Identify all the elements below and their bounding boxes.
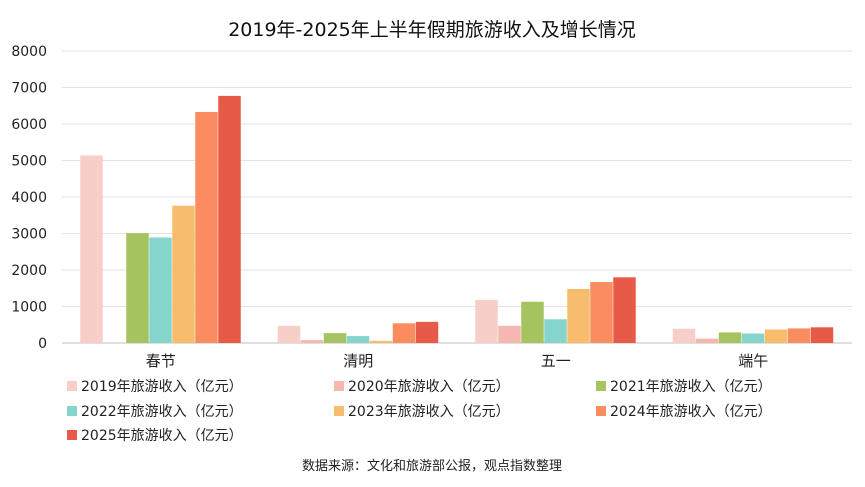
bar [346, 336, 370, 343]
legend-swatch [596, 381, 606, 391]
bar [810, 327, 834, 343]
bar [323, 333, 347, 343]
bar [172, 205, 195, 343]
source-note: 数据来源：文化和旅游部公报，观点指数整理 [302, 459, 562, 474]
legend-label: 2025年旅游收入（亿元） [81, 428, 243, 444]
chart-title: 2019年-2025年上半年假期旅游收入及增长情况 [228, 19, 636, 41]
y-tick-label: 6000 [11, 117, 47, 133]
bar [521, 301, 544, 343]
y-tick-label: 4000 [11, 190, 47, 206]
y-tick-label: 5000 [11, 154, 47, 170]
y-tick-label: 7000 [11, 81, 47, 97]
legend: 2019年旅游收入（亿元） 2020年旅游收入（亿元） 2021年旅游收入（亿元） 2… [67, 379, 772, 444]
y-tick-label: 1000 [11, 300, 47, 316]
bar [126, 233, 149, 343]
x-category-label: 端午 [738, 352, 768, 370]
y-tick-label: 0 [38, 336, 47, 352]
bar [787, 328, 811, 343]
bar [613, 277, 636, 343]
bar [218, 95, 241, 344]
legend-label: 2022年旅游收入（亿元） [81, 404, 243, 420]
bar [672, 328, 696, 343]
y-axis-ticks: 0 1000 2000 3000 4000 5000 6000 7000 8000 [11, 44, 47, 352]
bar [475, 299, 498, 343]
x-category-label: 春节 [146, 352, 176, 370]
legend-label: 2021年旅游收入（亿元） [610, 379, 772, 395]
legend-label: 2024年旅游收入（亿元） [610, 404, 772, 420]
bar [544, 319, 567, 343]
bar [300, 340, 324, 343]
bars [80, 95, 834, 344]
legend-swatch [67, 430, 77, 440]
bar [277, 325, 301, 343]
bar [415, 321, 439, 343]
y-tick-label: 3000 [11, 227, 47, 243]
legend-label: 2019年旅游收入（亿元） [81, 379, 243, 395]
legend-label: 2023年旅游收入（亿元） [348, 404, 510, 420]
x-axis: 春节 清明 五一 端午 [146, 352, 769, 370]
bar [741, 333, 765, 343]
x-category-label: 清明 [343, 352, 373, 370]
bar [369, 340, 393, 343]
bar [195, 111, 218, 343]
legend-swatch [334, 406, 344, 416]
bar [718, 332, 742, 343]
legend-swatch [334, 381, 344, 391]
y-tick-label: 8000 [11, 44, 47, 60]
bar [80, 155, 103, 343]
legend-swatch [67, 406, 77, 416]
bar [764, 329, 788, 343]
legend-swatch [596, 406, 606, 416]
y-tick-label: 2000 [11, 263, 47, 279]
bar [590, 282, 613, 343]
bar [498, 325, 521, 343]
bar [149, 237, 172, 343]
x-category-label: 五一 [541, 352, 571, 370]
legend-swatch [67, 381, 77, 391]
legend-label: 2020年旅游收入（亿元） [348, 379, 510, 395]
bar [567, 288, 590, 343]
bar [695, 338, 719, 343]
bar [392, 323, 416, 343]
